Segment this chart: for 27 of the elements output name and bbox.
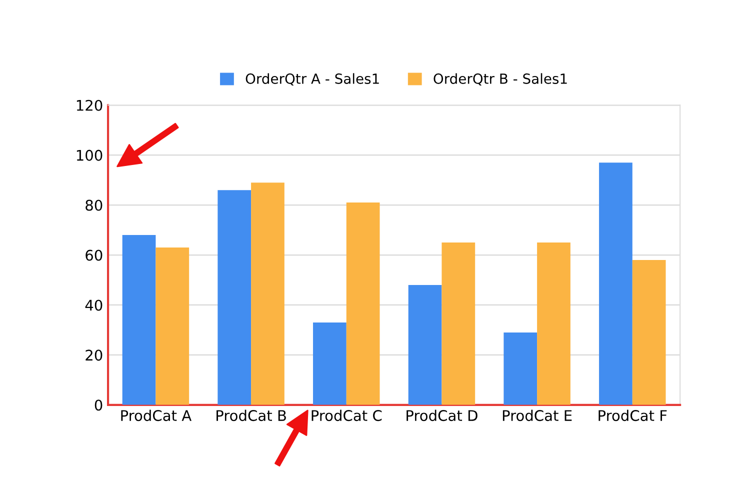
bar	[251, 182, 284, 405]
bar	[218, 190, 252, 405]
bar	[408, 285, 442, 405]
x-tick-label: ProdCat C	[312, 410, 382, 422]
bar	[346, 202, 380, 405]
bar	[442, 242, 476, 405]
bar	[537, 242, 570, 405]
y-tick-label: 80	[86, 200, 102, 211]
x-tick-label: ProdCat F	[598, 410, 667, 422]
x-tick-label: ProdCat A	[121, 410, 192, 422]
bar	[156, 248, 190, 405]
bar	[599, 162, 632, 405]
legend-label: OrderQtr B - Sales1	[434, 73, 567, 86]
y-tick-label: 120	[76, 100, 102, 111]
legend-label: OrderQtr A - Sales1	[246, 73, 379, 86]
bar	[313, 322, 346, 405]
x-tick-label: ProdCat E	[502, 410, 572, 422]
x-tick-label: ProdCat D	[406, 410, 478, 422]
bar	[504, 332, 538, 405]
y-tick-label: 0	[94, 400, 102, 411]
bar	[632, 260, 666, 405]
y-tick-label: 20	[86, 350, 102, 361]
y-tick-label: 100	[76, 150, 102, 161]
x-tick-label: ProdCat B	[216, 410, 286, 422]
y-tick-label: 60	[86, 250, 102, 261]
bar	[122, 235, 156, 405]
y-tick-label: 40	[85, 300, 102, 311]
